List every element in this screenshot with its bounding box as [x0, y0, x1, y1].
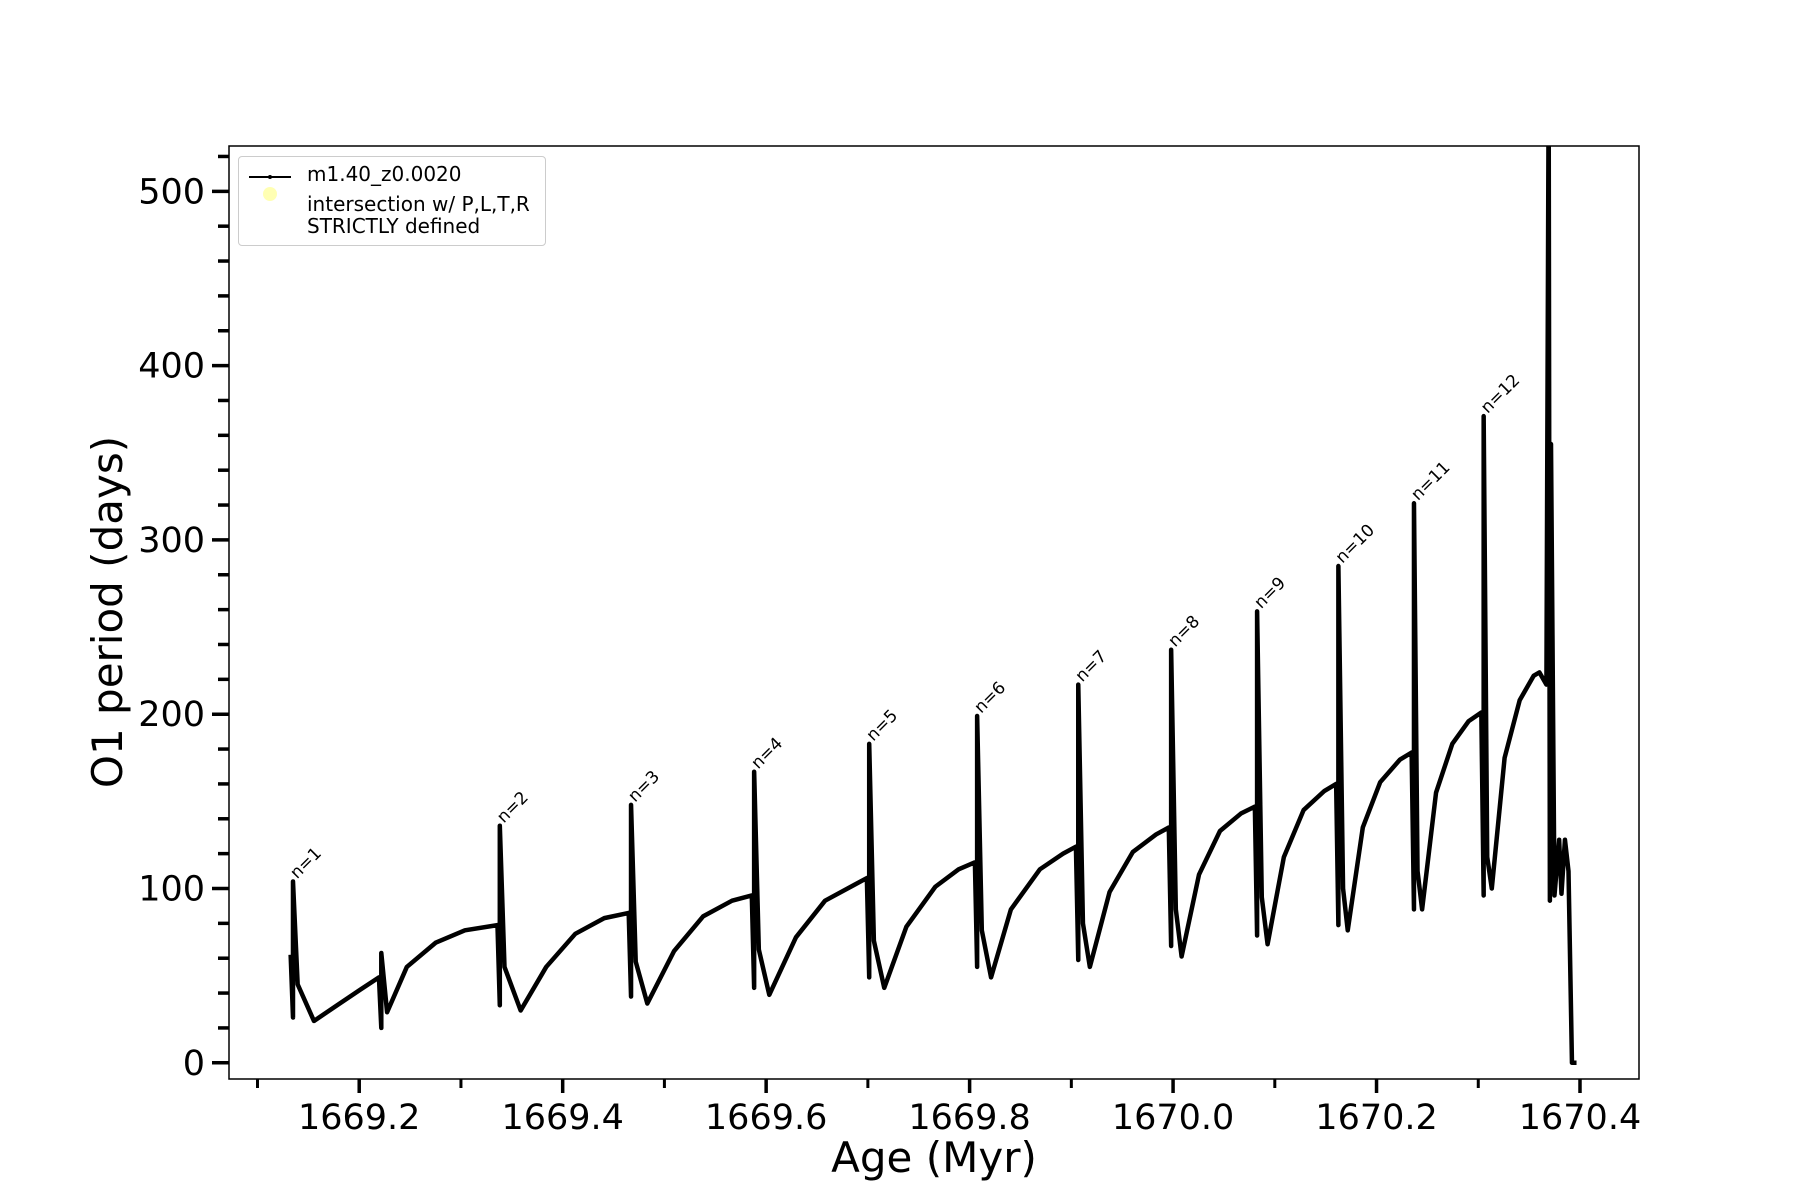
legend-label: intersection w/ P,L,T,R STRICTLY defined — [307, 192, 530, 238]
legend-line-symbol — [249, 175, 291, 179]
plot-area — [288, 146, 1577, 1066]
y-tick-label: 300 — [138, 521, 205, 561]
x-tick-label: 1669.8 — [908, 1098, 1030, 1138]
annotation: n=5 — [863, 706, 902, 745]
x-axis-label: Age (Myr) — [831, 1133, 1037, 1182]
x-tick-label: 1670.2 — [1315, 1098, 1437, 1138]
x-tick-label: 1669.2 — [298, 1098, 420, 1138]
annotation: n=3 — [624, 767, 663, 806]
annotation: n=8 — [1165, 612, 1204, 651]
y-tick-label: 500 — [138, 172, 205, 212]
annotation: n=11 — [1407, 458, 1454, 505]
legend-marker-symbol — [263, 187, 277, 201]
annotation: n=12 — [1477, 371, 1524, 418]
axes-frame — [228, 145, 1640, 1080]
y-tick-label: 100 — [138, 869, 205, 909]
x-tick-label: 1669.4 — [501, 1098, 623, 1138]
annotation: n=10 — [1332, 520, 1379, 567]
annotation: n=6 — [971, 678, 1010, 717]
legend-label: m1.40_z0.0020 — [307, 162, 462, 186]
x-tick-label: 1669.6 — [705, 1098, 827, 1138]
x-tick-label: 1670.0 — [1112, 1098, 1234, 1138]
annotation: n=4 — [748, 734, 787, 773]
data-line — [288, 146, 1577, 1066]
legend: m1.40_z0.0020 intersection w/ P,L,T,R ST… — [238, 156, 546, 246]
annotation: n=7 — [1072, 647, 1111, 686]
y-tick-label: 200 — [138, 695, 205, 735]
y-tick-label: 400 — [138, 347, 205, 387]
y-axis-label: O1 period (days) — [83, 436, 132, 788]
y-tick-label: 0 — [183, 1044, 205, 1084]
x-tick-label: 1670.4 — [1519, 1098, 1641, 1138]
annotation: n=9 — [1250, 573, 1289, 612]
annotation: n=2 — [493, 788, 532, 827]
annotation: n=1 — [286, 844, 325, 883]
